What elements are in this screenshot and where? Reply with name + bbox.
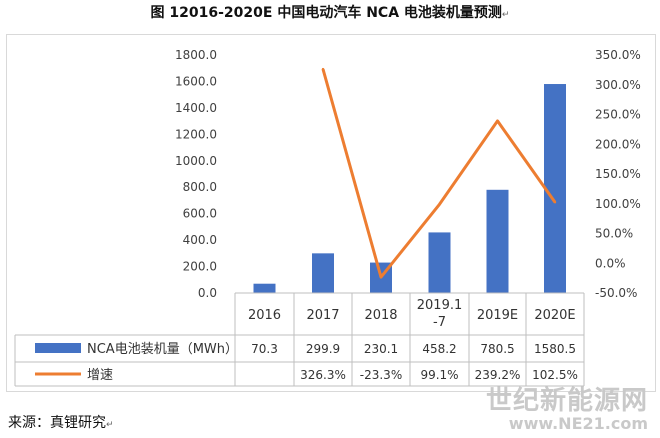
source-note: 来源：真锂研究↵	[8, 415, 114, 431]
growth-data-label: 239.2%	[475, 368, 521, 382]
legend-bar-swatch	[35, 343, 81, 353]
growth-data-label: -23.3%	[360, 368, 402, 382]
growth-point-4	[496, 119, 499, 123]
x-tick-label: 2016	[248, 308, 281, 323]
x-tick-label: 2019.1 -7	[417, 298, 463, 330]
chart-title: 图 12016-2020E 中国电动汽车 NCA 电池装机量预测↵	[150, 5, 510, 21]
y-left-tick-label: 800.0	[183, 180, 217, 194]
watermark: 世纪新能源网 www.NE21.com	[486, 388, 648, 432]
y-right-tick-label: 350.0%	[595, 48, 641, 62]
return-mark-icon: ↵	[106, 420, 114, 430]
y-left-tick-label: 1000.0	[175, 154, 217, 168]
growth-point-1	[321, 67, 325, 71]
growth-point-3	[438, 203, 441, 206]
y-right-tick-label: 100.0%	[595, 197, 641, 211]
return-mark-icon: ↵	[501, 10, 510, 20]
y-right-tick-label: 50.0%	[595, 227, 633, 241]
y-left-tick-label: 0.0	[198, 286, 217, 300]
y-left-tick-label: 200.0	[183, 260, 217, 274]
growth-point-5	[553, 201, 557, 204]
bar-6	[544, 84, 566, 293]
bar-data-label: 70.3	[251, 342, 278, 356]
y-left-tick-label: 1400.0	[175, 101, 217, 115]
bar-data-label: 230.1	[364, 342, 398, 356]
bar-1	[253, 283, 276, 293]
y-left-tick-label: 400.0	[183, 233, 217, 247]
x-tick-label: 2018	[364, 308, 397, 323]
y-right-tick-label: 150.0%	[595, 167, 641, 181]
x-tick-label: 2017	[306, 308, 339, 323]
y-right-tick-label: 300.0%	[595, 78, 641, 92]
y-right-tick-label: 200.0%	[595, 137, 641, 151]
y-left-tick-label: 1200.0	[175, 127, 217, 141]
growth-data-label: 102.5%	[532, 368, 578, 382]
bar-4	[428, 232, 451, 293]
y-left-tick-label: 1600.0	[175, 74, 217, 88]
bar-data-label: 458.2	[422, 342, 456, 356]
y-right-tick-label: 250.0%	[595, 108, 641, 122]
legend-line-label: 增速	[87, 368, 113, 383]
y-left-tick-label: 1800.0	[175, 48, 217, 62]
bar-data-label: 780.5	[480, 342, 514, 356]
bar-5	[486, 189, 509, 293]
y-right-tick-label: 0.0%	[595, 256, 626, 270]
growth-point-2	[379, 275, 383, 279]
y-right-tick-label: -50.0%	[595, 286, 637, 300]
growth-data-label: 326.3%	[300, 368, 346, 382]
y-left-tick-label: 600.0	[183, 207, 217, 221]
x-tick-label: 2019E	[477, 308, 518, 323]
watermark-url: www.NE21.com	[508, 414, 648, 433]
x-tick-label: 2020E	[534, 308, 575, 323]
chart-frame: 0.0 200.0 400.0 600.0 800.0 1000.0 1200.0 1400.…	[6, 34, 656, 392]
legend-bar-label: NCA电池装机量（MWh）	[87, 342, 238, 357]
bar-2	[312, 253, 334, 293]
growth-data-label: 99.1%	[420, 368, 458, 382]
bar-data-label: 299.9	[306, 342, 340, 356]
chart-svg: 0.0 200.0 400.0 600.0 800.0 1000.0 1200.0 1400.…	[14, 48, 641, 387]
bar-data-label: 1580.5	[534, 342, 576, 356]
watermark-logo-text: 世纪新能源网	[485, 386, 648, 416]
